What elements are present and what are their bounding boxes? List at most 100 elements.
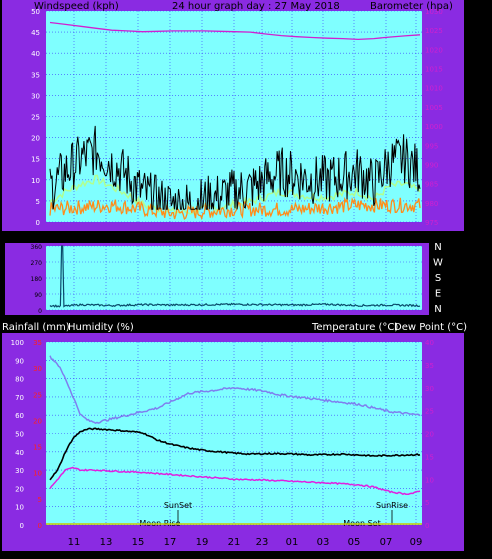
x-tick-label: 05 [348,537,361,548]
barometer-tick-label: 985 [425,181,438,189]
wind-y-tick-label: 50 [31,8,40,16]
wind-y-tick-label: 40 [31,50,40,58]
graph-title: 24 hour graph day : 27 May 2018 [172,1,340,12]
barometer-tick-label: 975 [425,219,438,227]
humidity-tick-label: 80 [15,376,24,384]
rainfall-tick-label: 30 [33,365,42,373]
humidity-tick-label: 60 [15,412,24,420]
barometer-tick-label: 1010 [425,85,443,93]
direction-y-tick-label: 0 [38,308,42,315]
barometer-tick-label: 1015 [425,66,443,74]
humidity-tick-label: 10 [15,504,24,512]
rainfall-tick-label: 0 [38,522,42,530]
barometer-tick-label: 980 [425,200,438,208]
direction-y-tick-label: 90 [34,292,42,299]
temperature-tick-label: 5 [425,499,429,507]
wind-y-tick-label: 45 [31,29,40,37]
barometer-series [49,21,421,41]
x-tick-label: 23 [256,537,269,548]
x-tick-label: 17 [164,230,177,241]
x-tick-label: 15 [132,537,145,548]
rainfall-tick-label: 25 [33,391,42,399]
wind-y-tick-label: 10 [31,177,40,185]
temperature-tick-label: 25 [425,408,434,416]
dewpoint-series [49,466,421,496]
x-tick-label: 19 [196,537,209,548]
temperature-tick-label: 30 [425,385,434,393]
compass-label: N [434,304,441,315]
temperature-tick-label: 20 [425,431,434,439]
rainfall-tick-label: 35 [33,339,42,347]
direction-y-tick-label: 270 [31,260,43,267]
humidity-tick-label: 70 [15,394,24,402]
humidity-series [49,355,421,425]
x-tick-label: 09 [410,230,423,241]
barometer-tick-label: 1005 [425,104,443,112]
barometer-tick-label: 1030 [425,8,443,16]
humidity-tick-label: 50 [15,431,24,439]
wind-gust-series [49,125,421,211]
humidity-tick-label: 90 [15,357,24,365]
x-tick-label: 03 [317,230,330,241]
rainfall-tick-label: 15 [33,444,42,452]
windspeed-axis-title: Windspeed (kph) [34,1,119,12]
humidity-tick-label: 30 [15,467,24,475]
x-tick-label: 15 [132,230,145,241]
barometer-tick-label: 995 [425,142,438,150]
x-tick-label: 11 [68,537,81,548]
x-tick-label: 05 [348,230,361,241]
wind-direction-series [49,245,421,308]
direction-plot-area [46,246,422,310]
wind-y-tick-label: 25 [31,114,40,122]
dewpoint-axis-title: Dew Point (°C) [394,322,467,333]
humidity-tick-label: 0 [20,522,24,530]
humidity-tick-label: 100 [11,339,24,347]
sunset-label: SunSet [164,501,192,510]
humidity-tick-label: 40 [15,449,24,457]
rainfall-tick-label: 20 [33,417,42,425]
direction-y-tick-label: 180 [31,276,43,283]
temperature-tick-label: 10 [425,476,434,484]
x-tick-label: 09 [410,537,423,548]
rainfall-axis-title: Rainfall (mm) [2,322,70,333]
x-tick-label: 07 [380,537,393,548]
humidity-tick-label: 20 [15,485,24,493]
direction-y-tick-label: 360 [31,244,43,251]
x-tick-label: 23 [256,230,269,241]
x-tick-label: 13 [100,230,113,241]
rainfall-tick-label: 5 [38,496,42,504]
wind-y-tick-label: 0 [36,219,40,227]
x-tick-label: 13 [100,537,113,548]
temperature-tick-label: 35 [425,362,434,370]
x-tick-label: 01 [286,537,299,548]
wind-y-tick-label: 30 [31,92,40,100]
wind-average-series [49,196,421,221]
barometer-tick-label: 1020 [425,46,443,54]
x-tick-label: 01 [286,230,299,241]
barometer-tick-label: 1025 [425,27,443,35]
wind-y-tick-label: 20 [31,135,40,143]
humidity-axis-title: Humidity (%) [68,322,134,333]
wind-y-tick-label: 5 [36,198,40,206]
compass-label: S [435,273,441,284]
barometer-tick-label: 1000 [425,123,443,131]
wind-y-tick-label: 35 [31,71,40,79]
barometer-tick-label: 990 [425,161,438,169]
temperature-tick-label: 0 [425,522,429,530]
x-tick-label: 03 [317,537,330,548]
temperature-tick-label: 40 [425,339,434,347]
temperature-tick-label: 15 [425,453,434,461]
x-tick-label: 21 [228,537,241,548]
compass-label: E [435,289,441,300]
barometer-axis-title: Barometer (hpa) [370,1,453,12]
x-tick-label: 21 [228,230,241,241]
sunrise-label: SunRise [376,501,408,510]
x-tick-label: 19 [196,230,209,241]
wind-y-tick-label: 15 [31,156,40,164]
temperature-series [49,427,421,481]
temperature-axis-title: Temperature (°C) [311,322,398,333]
x-tick-label: 11 [68,230,81,241]
x-tick-label: 07 [380,230,393,241]
